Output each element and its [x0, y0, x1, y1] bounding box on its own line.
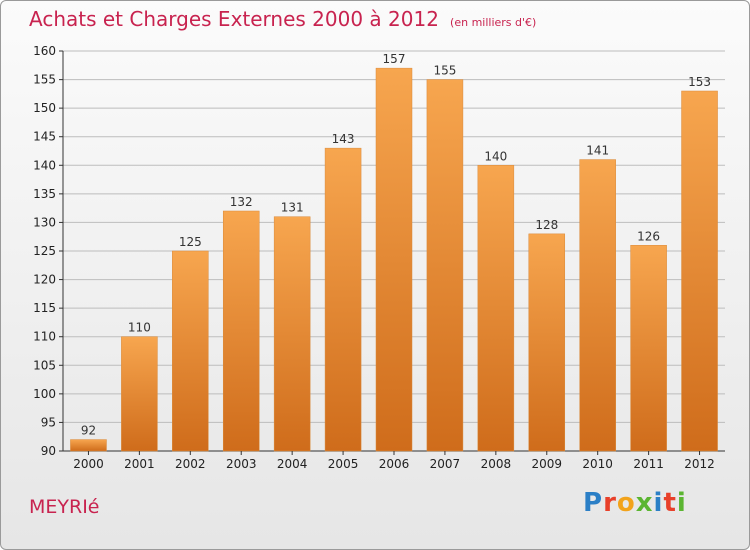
bar-2000 — [70, 439, 107, 452]
x-tick-label-2012: 2012 — [684, 457, 715, 471]
chart-title: Achats et Charges Externes 2000 à 2012 (… — [29, 7, 536, 31]
bar-2006 — [375, 67, 413, 452]
title-text: Achats et Charges Externes 2000 à 2012 — [29, 7, 439, 31]
y-tick-label: 115 — [33, 301, 56, 315]
logo-letter: i — [676, 488, 687, 518]
x-tick-label-2005: 2005 — [328, 457, 359, 471]
bar-2001 — [121, 336, 158, 452]
x-tick-label-2011: 2011 — [633, 457, 664, 471]
bar-2002 — [172, 250, 209, 452]
y-tick-label: 135 — [33, 187, 56, 201]
place-name: MEYRIé — [29, 496, 100, 518]
bar-2007 — [426, 79, 464, 452]
x-tick-label-2002: 2002 — [175, 457, 206, 471]
bar-2012 — [681, 90, 718, 452]
y-tick-label: 95 — [41, 415, 56, 429]
x-tick-label-2010: 2010 — [582, 457, 613, 471]
bar-2010 — [579, 159, 616, 452]
logo-letter: o — [616, 488, 636, 518]
x-tick-label-2009: 2009 — [531, 457, 562, 471]
bar-2011 — [630, 245, 667, 452]
subtitle-text: (en milliers d'€) — [450, 16, 537, 29]
bar-2003 — [222, 210, 260, 452]
value-label-2007: 155 — [433, 64, 456, 78]
bar-2009 — [528, 233, 566, 452]
y-tick-label: 100 — [33, 387, 56, 401]
x-tick-label-2004: 2004 — [277, 457, 308, 471]
x-tick-label-2001: 2001 — [124, 457, 155, 471]
value-label-2009: 128 — [535, 218, 558, 232]
value-label-2008: 140 — [484, 149, 507, 163]
value-label-2003: 132 — [230, 195, 253, 209]
y-tick-label: 125 — [33, 244, 56, 258]
bar-2005 — [324, 147, 362, 452]
value-label-2012: 153 — [688, 75, 711, 89]
logo-letter: i — [653, 488, 664, 518]
x-tick-label-2000: 2000 — [73, 457, 104, 471]
value-label-2000: 92 — [81, 424, 96, 438]
value-label-2001: 110 — [128, 321, 151, 335]
bar-2008 — [477, 165, 515, 452]
bar-2004 — [273, 216, 311, 452]
y-tick-label: 150 — [33, 101, 56, 115]
value-label-2010: 141 — [586, 144, 609, 158]
y-tick-label: 90 — [41, 444, 56, 458]
y-tick-label: 110 — [33, 330, 56, 344]
logo-letter: P — [583, 488, 604, 518]
y-tick-label: 140 — [33, 158, 56, 172]
y-tick-label: 120 — [33, 273, 56, 287]
y-tick-label: 105 — [33, 358, 56, 372]
y-tick-label: 160 — [33, 44, 56, 58]
value-label-2005: 143 — [332, 132, 355, 146]
logo-letter: t — [663, 488, 677, 518]
logo-letter: r — [603, 488, 617, 518]
x-tick-label-2008: 2008 — [481, 457, 512, 471]
value-label-2002: 125 — [179, 235, 202, 249]
value-label-2004: 131 — [281, 201, 304, 215]
y-tick-label: 155 — [33, 73, 56, 87]
x-tick-label-2007: 2007 — [430, 457, 461, 471]
value-label-2011: 126 — [637, 229, 660, 243]
x-tick-label-2006: 2006 — [379, 457, 410, 471]
x-tick-label-2003: 2003 — [226, 457, 257, 471]
proxiti-logo: Proxiti — [583, 488, 687, 518]
value-label-2006: 157 — [383, 52, 406, 66]
y-tick-label: 130 — [33, 215, 56, 229]
logo-letter: x — [635, 488, 654, 518]
y-tick-label: 145 — [33, 130, 56, 144]
